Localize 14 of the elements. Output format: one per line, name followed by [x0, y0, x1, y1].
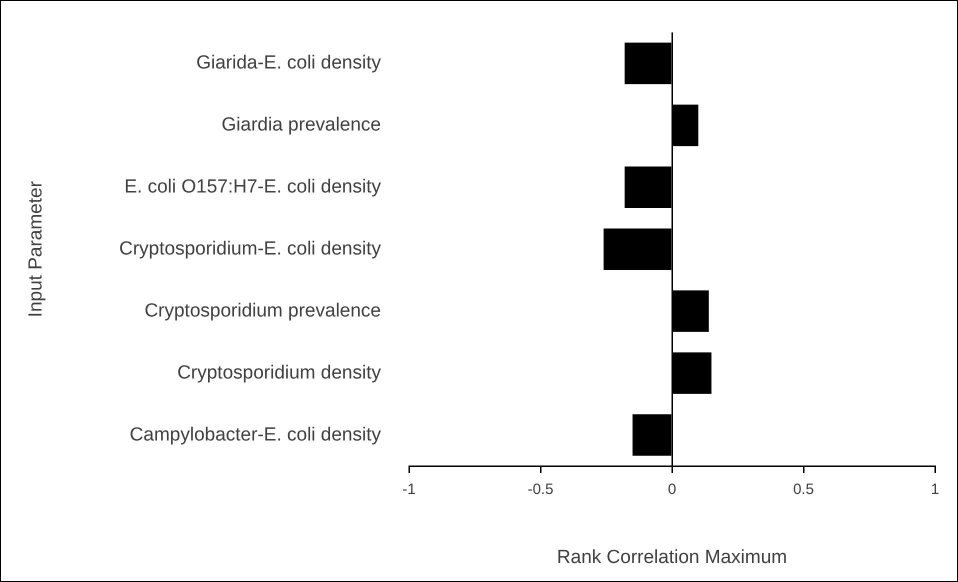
- x-tick-label: 0.5: [793, 481, 814, 498]
- y-tick-label: Giardia prevalence: [222, 114, 381, 136]
- x-tick-label: 0: [668, 481, 676, 498]
- x-tick-label: -1: [402, 481, 416, 498]
- y-tick-label: Cryptosporidium density: [177, 362, 382, 384]
- y-tick-label: E. coli O157:H7-E. coli density: [124, 176, 382, 198]
- x-tick-label: -0.5: [528, 481, 554, 498]
- y-tick-label: Cryptosporidium prevalence: [144, 300, 381, 322]
- x-tick-label: 1: [930, 481, 940, 498]
- y-axis-title: Input Parameter: [26, 180, 47, 318]
- y-tick-label: Campylobacter-E. coli density: [130, 424, 382, 446]
- x-axis-title: Rank Correlation Maximum: [556, 546, 788, 568]
- y-tick-label: Cryptosporidium-E. coli density: [119, 238, 382, 260]
- y-tick-label: Giarida-E. coli density: [196, 52, 382, 74]
